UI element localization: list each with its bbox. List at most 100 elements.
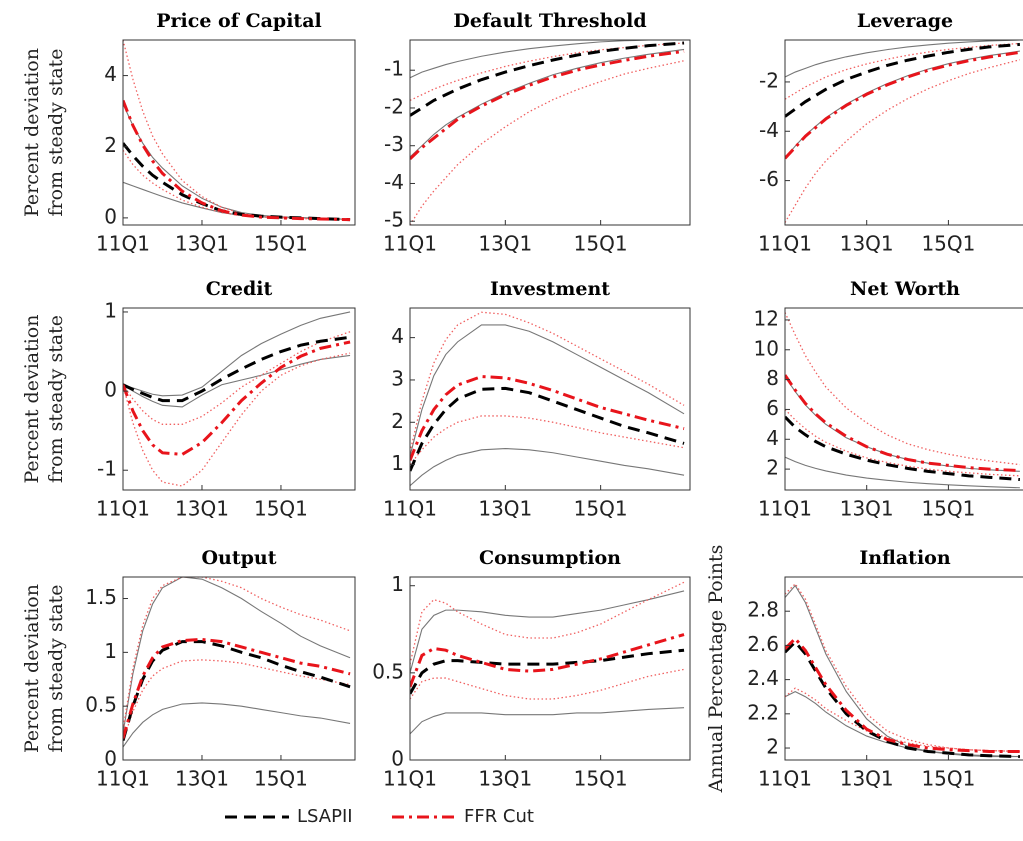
x-tick-label: 11Q1 [383,232,437,256]
y-tick-label: 1 [104,298,117,322]
fan-line [123,103,351,220]
x-tick-label: 13Q1 [840,497,894,521]
x-tick-label: 15Q1 [254,497,308,521]
y-tick-label: -1 [384,57,404,81]
x-tick-label: 11Q1 [96,767,150,791]
series-line [410,375,685,461]
fan-line [410,581,685,665]
x-tick-label: 13Q1 [175,232,229,256]
fan-line [123,149,351,221]
y-tick-label: 0.5 [372,659,404,683]
y-tick-label: 2 [391,409,404,433]
fan-line [410,42,685,101]
x-tick-label: 11Q1 [758,767,812,791]
plot-area [410,581,685,735]
plot-area [123,577,351,748]
y-tick-label: 1 [391,572,404,596]
y-axis-label: Percent deviation [21,315,43,484]
x-tick-label: 13Q1 [175,767,229,791]
series-line [785,374,1020,473]
y-tick-label: 1.5 [85,585,117,609]
x-tick-label: 15Q1 [921,497,975,521]
panel-title: Price of Capital [156,10,322,32]
y-tick-label: -4 [759,118,779,142]
axes-box [409,307,691,491]
fan-line [410,60,685,225]
fan-line [785,40,1020,78]
plot-area [785,582,1020,759]
fan-line [123,311,351,397]
x-tick-label: 11Q1 [96,497,150,521]
y-tick-label: 6 [766,396,779,420]
fan-line [410,447,685,487]
x-tick-label: 11Q1 [383,497,437,521]
fan-line [785,59,1021,223]
plot-area [785,312,1020,489]
panel-title: Default Threshold [453,10,646,32]
y-tick-label: 10 [754,336,779,360]
axes-box [784,307,1023,491]
y-tick-label: 2 [766,735,779,759]
x-tick-label: 15Q1 [921,232,975,256]
y-tick-label: 0 [104,204,117,228]
x-tick-label: 15Q1 [921,767,975,791]
fan-line [123,577,351,734]
y-tick-label: 1 [391,451,404,475]
fan-line [785,42,1020,100]
x-tick-label: 13Q1 [175,497,229,521]
x-tick-label: 11Q1 [96,232,150,256]
x-tick-label: 13Q1 [840,767,894,791]
y-tick-label: -6 [759,167,779,191]
axes-box [784,39,1023,226]
x-tick-label: 13Q1 [478,232,532,256]
y-tick-label: 3 [391,366,404,390]
fan-line [410,40,675,79]
fan-line [785,690,1020,758]
y-tick-label: -1 [97,457,117,481]
y-axis-label: Percent deviation [21,584,43,753]
x-tick-label: 15Q1 [254,767,308,791]
plot-area [123,311,351,487]
fan-line [785,582,1020,753]
x-tick-label: 15Q1 [574,232,628,256]
legend-label: LSAPII [297,806,353,827]
panel-title: Investment [490,278,610,300]
series-line [123,640,351,742]
series-line [785,636,1020,753]
series-line [123,142,351,222]
fan-line [785,456,1020,489]
series-line [123,335,351,403]
panel-title: Leverage [857,10,953,32]
y-axis-label: from steady state [45,584,67,752]
fan-line [410,48,685,158]
legend-label: FFR Cut [464,806,534,827]
x-tick-label: 13Q1 [478,767,532,791]
y-tick-label: 8 [766,366,779,390]
y-tick-label: 2 [766,456,779,480]
axes-box [122,576,356,761]
fan-line [410,590,685,674]
panel-title: Net Worth [850,278,960,300]
x-tick-label: 15Q1 [574,497,628,521]
plot-area [410,311,685,487]
y-tick-label: -5 [384,208,404,232]
y-tick-label: 2 [104,133,117,157]
x-tick-label: 11Q1 [758,497,812,521]
fan-line [123,354,351,408]
plot-area [123,40,351,222]
series-line [410,41,685,117]
series-line [785,50,1021,160]
y-tick-label: 4 [104,62,117,86]
fan-line [410,311,685,453]
y-tick-label: 2.8 [747,598,779,622]
axes-box [409,39,691,226]
fan-line [785,584,1020,758]
y-tick-label: 2.4 [747,666,779,690]
fan-line [785,50,1020,159]
series-line [123,99,351,222]
x-tick-label: 11Q1 [383,767,437,791]
fan-line [123,331,351,425]
series-line [410,386,685,472]
y-tick-label: 0 [104,747,117,771]
fan-line [785,408,1020,477]
